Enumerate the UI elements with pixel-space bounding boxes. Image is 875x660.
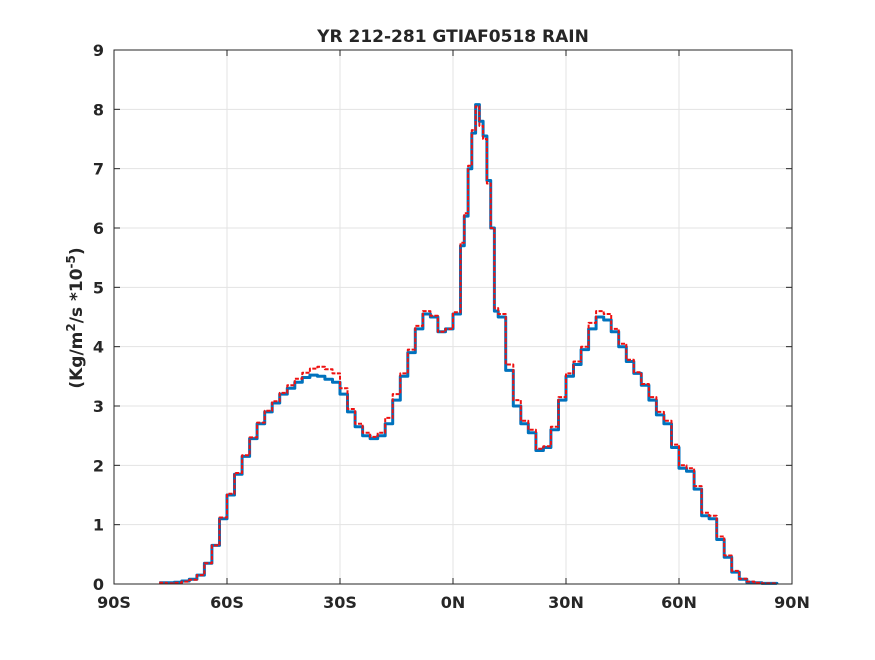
ticks: 90S 60S 30S 0N 30N 60N 90N 0 1 2 3 4 5 6 7 8 9 bbox=[93, 41, 810, 612]
y-tick-label: 9 bbox=[93, 41, 104, 60]
x-tick-label: 60S bbox=[210, 593, 244, 612]
y-tick-label: 6 bbox=[93, 219, 104, 238]
series-group bbox=[159, 103, 779, 585]
x-tick-label: 60N bbox=[661, 593, 697, 612]
y-axis-label: (Kg/m2/s *10-5) bbox=[64, 247, 87, 388]
y-tick-label: 0 bbox=[93, 575, 104, 594]
x-tick-label: 30N bbox=[548, 593, 584, 612]
y-tick-label: 2 bbox=[93, 456, 104, 475]
y-label-superscript-1: 2 bbox=[64, 323, 78, 331]
y-tick-label: 3 bbox=[93, 397, 104, 416]
x-tick-label: 90S bbox=[97, 593, 131, 612]
series-line-2 bbox=[159, 105, 778, 585]
x-tick-label: 30S bbox=[323, 593, 357, 612]
x-tick-label: 0N bbox=[441, 593, 466, 612]
y-tick-label: 1 bbox=[93, 516, 104, 535]
y-tick-label: 5 bbox=[93, 278, 104, 297]
chart-title: YR 212-281 GTIAF0518 RAIN bbox=[316, 27, 589, 47]
x-tick-label: 90N bbox=[774, 593, 810, 612]
y-label-part-mid: /s *10 bbox=[67, 268, 87, 323]
y-label-superscript-2: -5 bbox=[64, 255, 78, 268]
y-label-part-main: (Kg/m bbox=[67, 332, 87, 389]
y-tick-label: 8 bbox=[93, 100, 104, 119]
y-tick-label: 4 bbox=[93, 338, 104, 357]
series-line-1 bbox=[159, 103, 779, 585]
y-label-part-end: ) bbox=[67, 247, 87, 255]
y-tick-label: 7 bbox=[93, 160, 104, 179]
